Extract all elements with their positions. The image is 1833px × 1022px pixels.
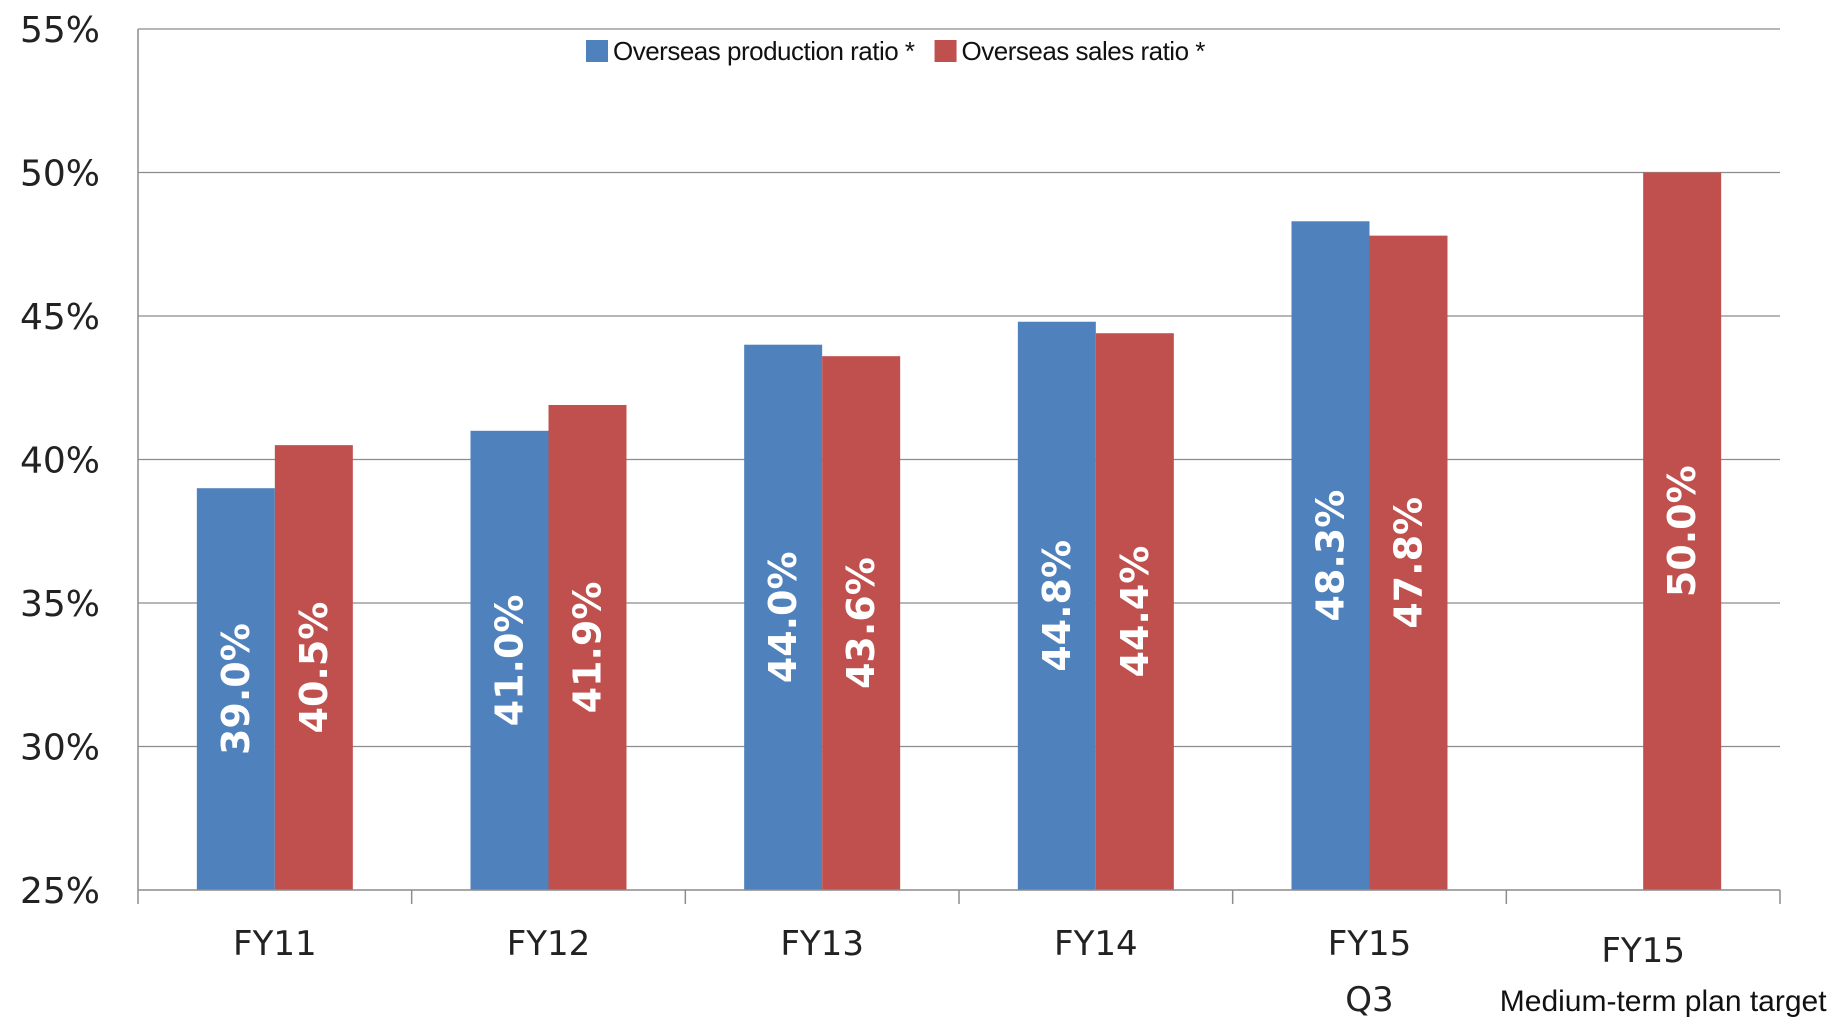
bar: [196, 488, 275, 890]
axes: [137, 29, 1781, 904]
y-tick-label: 45%: [20, 297, 100, 338]
y-tick-label: 30%: [20, 728, 100, 769]
y-tick-label: 40%: [20, 441, 100, 482]
legend: Overseas production ratio * Overseas sale…: [586, 36, 1206, 66]
bar: [744, 344, 823, 890]
x-category-label: FY14: [1054, 924, 1138, 964]
bar: [1369, 235, 1448, 890]
legend-swatch: [586, 40, 608, 62]
y-tick-label: 50%: [20, 154, 100, 195]
bar: [274, 445, 353, 890]
x-category-sublabel: Medium-term plan target: [1500, 985, 1827, 1018]
bar-value-label: 39.0%: [214, 623, 258, 755]
bar: [1291, 221, 1370, 891]
legend-label: Overseas production ratio *: [613, 36, 915, 66]
bar-value-label: 41.0%: [488, 594, 532, 726]
bar: [1643, 172, 1722, 890]
y-tick-label: 25%: [20, 871, 100, 912]
y-axis-tick-labels: 25% 30% 35% 40% 45% 50% 55%: [20, 10, 100, 912]
bar: [822, 356, 901, 890]
gridlines: [138, 28, 1780, 748]
y-tick-label: 35%: [20, 584, 100, 625]
bar-value-label: 44.8%: [1035, 540, 1079, 672]
x-category-label: FY12: [507, 924, 591, 964]
x-axis-category-labels: FY11 FY12 FY13 FY14 FY15 Q3 FY15 Medium-term pl…: [233, 924, 1827, 1020]
x-category-label: FY13: [780, 924, 864, 964]
bar: [1095, 333, 1174, 891]
bar-value-label: 47.8%: [1387, 497, 1431, 629]
y-tick-label: 55%: [20, 10, 100, 51]
x-category-label: FY15: [1328, 924, 1412, 964]
bar: [470, 430, 549, 890]
bar: [548, 404, 627, 890]
legend-swatch: [934, 40, 957, 62]
bar-value-label: 43.6%: [839, 557, 883, 689]
bar-value-label: 44.0%: [761, 551, 805, 683]
bars: 39.0% 40.5% 41.0% 41.9% 44.0% 43.6% 44.8% 44.4%…: [196, 172, 1722, 891]
bar-value-label: 41.9%: [566, 582, 610, 714]
bar-value-label: 48.3%: [1309, 490, 1353, 622]
x-category-sublabel: Q3: [1345, 980, 1393, 1020]
bar-value-label: 40.5%: [292, 602, 336, 734]
bar-value-label: 44.4%: [1113, 546, 1157, 678]
x-category-label: FY11: [233, 924, 317, 964]
legend-label: Overseas sales ratio *: [962, 36, 1206, 66]
x-category-label: FY15: [1601, 931, 1685, 971]
bar-value-label: 50.0%: [1660, 465, 1704, 597]
bar: [1017, 321, 1096, 890]
